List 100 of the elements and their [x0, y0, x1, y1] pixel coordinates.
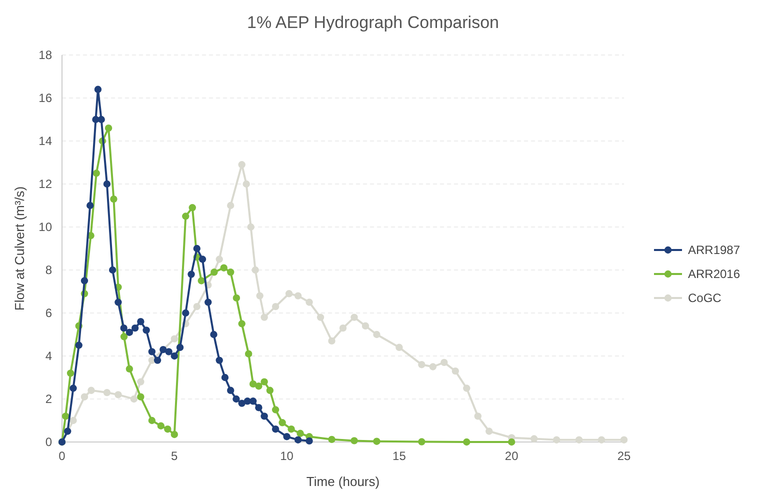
point — [252, 266, 259, 274]
point — [86, 202, 94, 210]
point — [170, 335, 178, 342]
point — [283, 433, 290, 440]
point — [328, 337, 336, 345]
point — [373, 330, 380, 338]
y-tick-label: 2 — [45, 392, 52, 406]
point — [440, 358, 448, 366]
point — [486, 428, 493, 435]
point — [182, 212, 190, 220]
point — [104, 124, 112, 132]
point — [70, 416, 77, 424]
point — [94, 86, 102, 93]
point — [260, 314, 268, 321]
legend-label: ARR2016 — [688, 267, 740, 282]
point — [249, 398, 257, 405]
point — [204, 298, 212, 306]
point — [193, 302, 200, 310]
point — [452, 367, 459, 375]
point — [170, 352, 178, 360]
point — [164, 426, 172, 433]
point — [216, 356, 223, 364]
point — [108, 266, 116, 274]
point — [396, 344, 403, 351]
point — [148, 416, 156, 424]
point — [260, 378, 268, 386]
point — [255, 404, 262, 412]
y-axis-title: Flow at Culvert (m³/s) — [12, 186, 27, 311]
point — [463, 384, 470, 392]
point — [350, 437, 358, 444]
point — [137, 378, 144, 386]
point — [160, 346, 167, 354]
point — [103, 388, 111, 396]
legend-label: ARR1987 — [688, 243, 740, 258]
point — [227, 386, 234, 394]
point — [288, 426, 295, 433]
point — [137, 318, 144, 326]
point — [350, 314, 358, 321]
point — [272, 426, 280, 433]
y-tick-label: 8 — [45, 263, 52, 278]
legend-label: CoGC — [688, 291, 722, 306]
point — [266, 386, 274, 394]
point — [247, 223, 254, 231]
point — [170, 430, 178, 438]
x-tick-label: 0 — [58, 449, 66, 463]
point — [126, 365, 134, 372]
point — [88, 386, 95, 394]
point — [130, 395, 138, 403]
chart-title: 1% AEP Hydrograph Comparison — [247, 13, 499, 32]
y-tick-label: 16 — [38, 91, 52, 106]
point — [220, 264, 228, 272]
point — [154, 356, 162, 364]
point — [294, 436, 302, 444]
point — [66, 370, 74, 377]
point — [232, 294, 240, 302]
point — [552, 436, 560, 444]
point — [296, 430, 304, 437]
point — [339, 324, 347, 332]
point — [418, 438, 426, 446]
point — [70, 384, 77, 392]
y-tick-label: 6 — [45, 306, 52, 320]
x-tick-label: 25 — [617, 449, 631, 463]
point — [188, 204, 196, 212]
point — [285, 290, 293, 298]
point — [114, 391, 122, 398]
point — [210, 330, 218, 338]
point — [137, 393, 144, 400]
y-tick-label: 4 — [45, 349, 52, 364]
point — [75, 342, 82, 349]
point — [62, 412, 70, 420]
point — [131, 324, 139, 332]
point — [328, 436, 336, 444]
y-tick-label: 12 — [38, 177, 52, 192]
point — [474, 412, 482, 420]
point — [373, 438, 380, 445]
point — [80, 393, 88, 400]
point — [148, 348, 156, 356]
point — [110, 195, 118, 203]
x-tick-label: 20 — [504, 449, 519, 463]
point — [238, 161, 246, 168]
y-tick-label: 10 — [38, 220, 52, 234]
y-tick-label: 0 — [45, 435, 52, 450]
point — [227, 202, 234, 210]
x-axis-title: Time (hours) — [306, 474, 380, 489]
point — [316, 314, 324, 321]
x-tick-label: 10 — [280, 449, 294, 463]
point — [103, 180, 111, 188]
point — [98, 116, 105, 124]
point — [242, 180, 250, 188]
point — [120, 333, 128, 340]
point — [227, 268, 234, 276]
point — [598, 436, 606, 444]
x-tick-label: 5 — [171, 449, 178, 463]
point — [232, 395, 240, 403]
point — [429, 363, 437, 370]
point — [530, 435, 538, 442]
point — [620, 436, 628, 444]
point — [64, 428, 72, 435]
point — [256, 292, 264, 300]
point — [294, 292, 302, 300]
